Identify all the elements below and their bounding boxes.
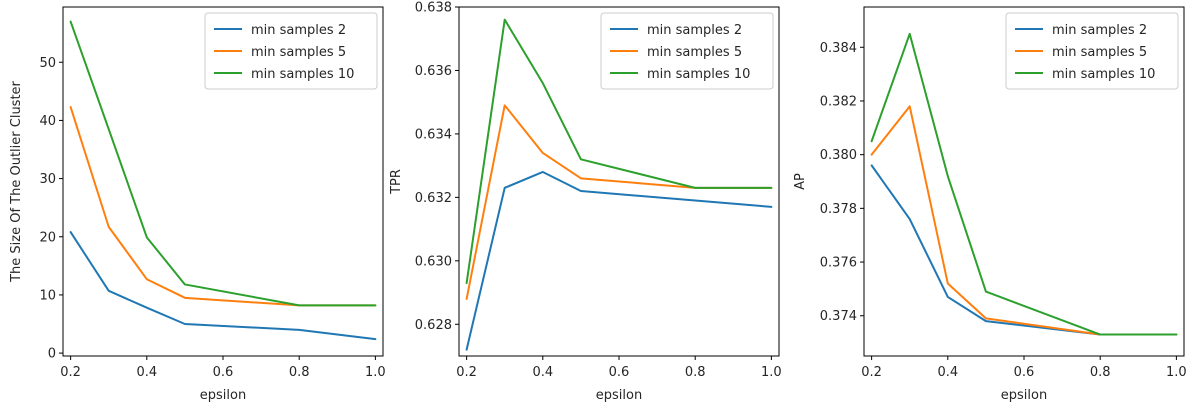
- series-line-3: [870, 32, 1178, 336]
- chart-panel-1: 0.2 0.4 0.6 0.8 1.0 0 10 20 30 40 50 epsilon The Siz…: [9, 6, 386, 403]
- x-tick-label: 0.2: [60, 365, 81, 380]
- x-axis-label: epsilon: [1001, 388, 1047, 403]
- y-tick-label: 20: [39, 230, 56, 245]
- x-tick-label: 0.8: [685, 365, 706, 380]
- series-line-3: [465, 18, 773, 285]
- x-axis-label: epsilon: [200, 388, 246, 403]
- x-tick-label: 0.4: [532, 365, 553, 380]
- x-tick-label: 0.2: [861, 365, 882, 380]
- y-axis-label: AP: [793, 173, 808, 190]
- x-tick-label: 0.2: [456, 365, 477, 380]
- legend-box: [1005, 12, 1179, 90]
- y-tick-label: 40: [39, 114, 56, 129]
- series-line-3: [69, 20, 377, 307]
- y-tick-label: 10: [39, 288, 56, 303]
- y-tick-label: 0.380: [820, 148, 857, 163]
- y-tick-label: 0.636: [415, 64, 452, 79]
- series-line-1: [465, 170, 773, 351]
- x-tick-label: 0.6: [1014, 365, 1035, 380]
- chart-panel-2: 0.2 0.4 0.6 0.8 1.0 0.628 0.630 0.632 0.634 0.636…: [389, 1, 782, 404]
- y-tick-label: 0.384: [820, 41, 857, 56]
- legend: min samples 2 min samples 5 min samples 10: [1005, 12, 1179, 90]
- chart-panel-3: 0.2 0.4 0.6 0.8 1.0 0.374 0.376 0.378 0.380 0.382…: [793, 6, 1187, 403]
- x-tick-label: 0.4: [136, 365, 157, 380]
- y-tick-label: 0.382: [820, 94, 857, 109]
- y-axis-label: TPR: [389, 169, 404, 195]
- x-tick-label: 1.0: [761, 365, 782, 380]
- legend-label-1: min samples 2: [1052, 23, 1147, 38]
- y-tick-label: 50: [39, 56, 56, 71]
- legend-box: [204, 12, 378, 90]
- legend: min samples 2 min samples 5 min samples 10: [204, 12, 378, 90]
- x-tick-label: 0.4: [937, 365, 958, 380]
- y-tick-label: 0.628: [415, 318, 452, 333]
- legend: min samples 2 min samples 5 min samples 10: [600, 12, 774, 90]
- y-tick-label: 0.638: [415, 1, 452, 16]
- legend-label-1: min samples 2: [251, 23, 346, 38]
- x-tick-label: 0.6: [609, 365, 630, 380]
- x-tick-label: 0.8: [289, 365, 310, 380]
- series-line-1: [69, 231, 377, 341]
- y-axis-label: The Size Of The Outlier Cluster: [9, 80, 24, 282]
- legend-box: [600, 12, 774, 90]
- x-tick-label: 0.8: [1090, 365, 1111, 380]
- y-tick-label: 0.630: [415, 254, 452, 269]
- series-line-2: [69, 106, 377, 307]
- y-tick-label: 0.632: [415, 191, 452, 206]
- y-tick-label: 0: [48, 347, 56, 362]
- legend-label-2: min samples 5: [1052, 45, 1147, 60]
- series-line-1: [870, 164, 1178, 336]
- series-line-2: [870, 105, 1178, 336]
- y-tick-label: 0.376: [820, 256, 857, 271]
- x-tick-label: 1.0: [1166, 365, 1187, 380]
- y-tick-label: 0.374: [820, 309, 857, 324]
- legend-label-2: min samples 5: [647, 45, 742, 60]
- x-axis-label: epsilon: [596, 388, 642, 403]
- legend-label-1: min samples 2: [647, 23, 742, 38]
- legend-label-2: min samples 5: [251, 45, 346, 60]
- legend-label-3: min samples 10: [1052, 67, 1155, 82]
- y-tick-label: 30: [39, 172, 56, 187]
- y-tick-label: 0.378: [820, 202, 857, 217]
- legend-label-3: min samples 10: [647, 67, 750, 82]
- x-tick-label: 0.6: [213, 365, 234, 380]
- legend-label-3: min samples 10: [251, 67, 354, 82]
- y-tick-label: 0.634: [415, 127, 452, 142]
- x-tick-label: 1.0: [365, 365, 386, 380]
